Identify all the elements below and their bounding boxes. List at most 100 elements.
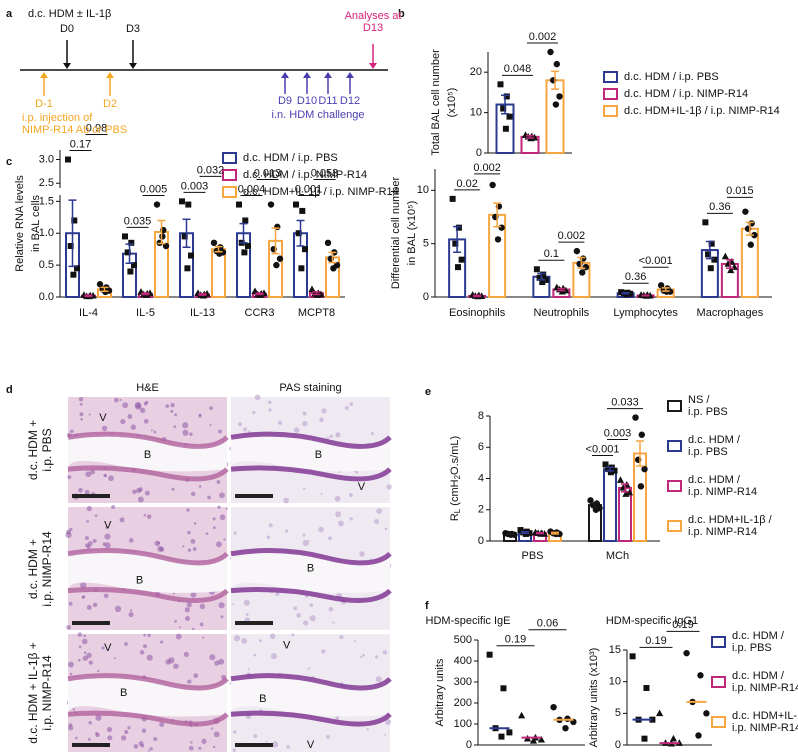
error-bar (536, 531, 544, 535)
error-bar (501, 94, 509, 115)
structure-label: B (144, 449, 151, 461)
tissue-texture (359, 551, 365, 557)
epithelium (67, 587, 229, 603)
tissue-texture (374, 518, 380, 524)
tissue-texture (370, 431, 374, 436)
y-axis-label-part: 2 (453, 474, 462, 479)
data-point (267, 201, 275, 208)
scale-bar (72, 494, 110, 498)
tissue-texture (119, 517, 125, 523)
legend-label: d.c. HDM+IL-1β / i.p. NIMP-R14 (688, 514, 772, 538)
tissue-texture (139, 407, 146, 414)
timeline-day: D0 (59, 23, 75, 35)
tissue-texture (184, 615, 191, 622)
data-point (74, 265, 80, 272)
scale-bar (235, 494, 273, 498)
tissue-texture (241, 637, 248, 644)
bar (603, 468, 617, 542)
tissue-texture (220, 615, 224, 619)
y-axis-label: Arbitrary units (x10³) (588, 648, 600, 748)
legend-label: d.c. HDM / i.p. NIMP-R14 (243, 169, 368, 181)
error-bar (551, 531, 559, 535)
error-bar (198, 293, 207, 296)
epithelium (230, 465, 392, 482)
tissue-texture (172, 592, 175, 595)
tissue-texture (127, 414, 133, 419)
tissue-texture (130, 424, 137, 430)
y-tick-label: 10 (417, 184, 429, 196)
y-tick-label: 1.0 (39, 227, 54, 239)
data-point (455, 224, 462, 231)
tissue-texture (217, 505, 221, 509)
tissue-texture (335, 432, 341, 438)
challenge-arrow-head (346, 72, 354, 78)
x-tick-label: MCPT8 (298, 307, 335, 319)
error-bar (473, 294, 482, 298)
legend-label: d.c. HDM / i.p. NIMP-R14 (624, 88, 749, 100)
tissue-texture (119, 398, 122, 402)
error-bar (453, 225, 462, 253)
tissue-texture (253, 734, 258, 739)
tissue-texture (335, 511, 342, 518)
tissue-texture (80, 582, 87, 589)
tissue-texture (189, 432, 193, 437)
row-label: d.c. HDM + i.p. NIMP-R14 (26, 530, 54, 607)
tissue-texture (190, 538, 196, 544)
airway-lumen (231, 675, 390, 717)
tissue-texture (144, 490, 150, 496)
timeline-day: D11 (318, 95, 338, 107)
chart-title: HDM-specific IgE (426, 615, 511, 627)
data-point (742, 208, 749, 215)
tissue-texture (307, 540, 310, 543)
y-tick-label: 100 (454, 718, 472, 730)
tissue-texture (114, 397, 119, 403)
data-point (71, 217, 78, 224)
p-value: 0.033 (611, 396, 639, 408)
data-point (503, 93, 510, 100)
bar (545, 79, 565, 154)
structure-label: V (307, 739, 315, 751)
tissue-texture (175, 633, 182, 640)
error-bar (661, 287, 670, 292)
tissue-texture (269, 633, 276, 640)
data-point (184, 265, 191, 272)
error-bar (641, 294, 650, 297)
error-bar (84, 294, 93, 298)
tissue-texture (309, 615, 316, 622)
error-bar (526, 134, 534, 139)
y-axis-label: in BAL (x10⁵) (406, 201, 418, 266)
tissue-texture (137, 496, 144, 503)
y-tick-label: 3.0 (39, 153, 54, 165)
data-point (537, 735, 545, 743)
tissue-texture (233, 730, 237, 734)
structure-label: B (307, 562, 314, 574)
x-tick-label: Neutrophils (534, 307, 590, 319)
legend-label: d.c. HDM / i.p. PBS (243, 152, 338, 164)
y-axis-label: RL (cmH2O.s/mL) (449, 436, 462, 521)
airway-lumen (68, 550, 227, 593)
tissue-texture (265, 740, 268, 743)
epithelium (67, 431, 229, 449)
tissue-texture (213, 731, 220, 738)
tissue-texture (212, 526, 216, 530)
tissue-texture (133, 744, 139, 749)
tissue-texture (237, 422, 243, 427)
data-point (185, 201, 192, 208)
legend-label: d.c. HDM+IL-1β / i.p. NIMP-R14 (243, 186, 399, 198)
tissue-texture (142, 644, 148, 649)
tissue-texture (199, 622, 204, 627)
data-point (582, 263, 590, 271)
p-value: 0.06 (537, 618, 558, 630)
data-point (330, 265, 337, 272)
tissue-texture (348, 493, 353, 497)
data-point (683, 649, 690, 657)
tissue-texture (114, 605, 122, 613)
tissue-texture (266, 535, 271, 540)
tissue-texture (174, 413, 178, 417)
x-tick-label: IL-5 (136, 307, 155, 319)
tissue-texture (147, 633, 151, 638)
treatment-arrow-head (40, 72, 48, 78)
tissue-texture (88, 660, 93, 665)
tissue-texture (207, 495, 211, 500)
tissue-texture (198, 746, 202, 750)
